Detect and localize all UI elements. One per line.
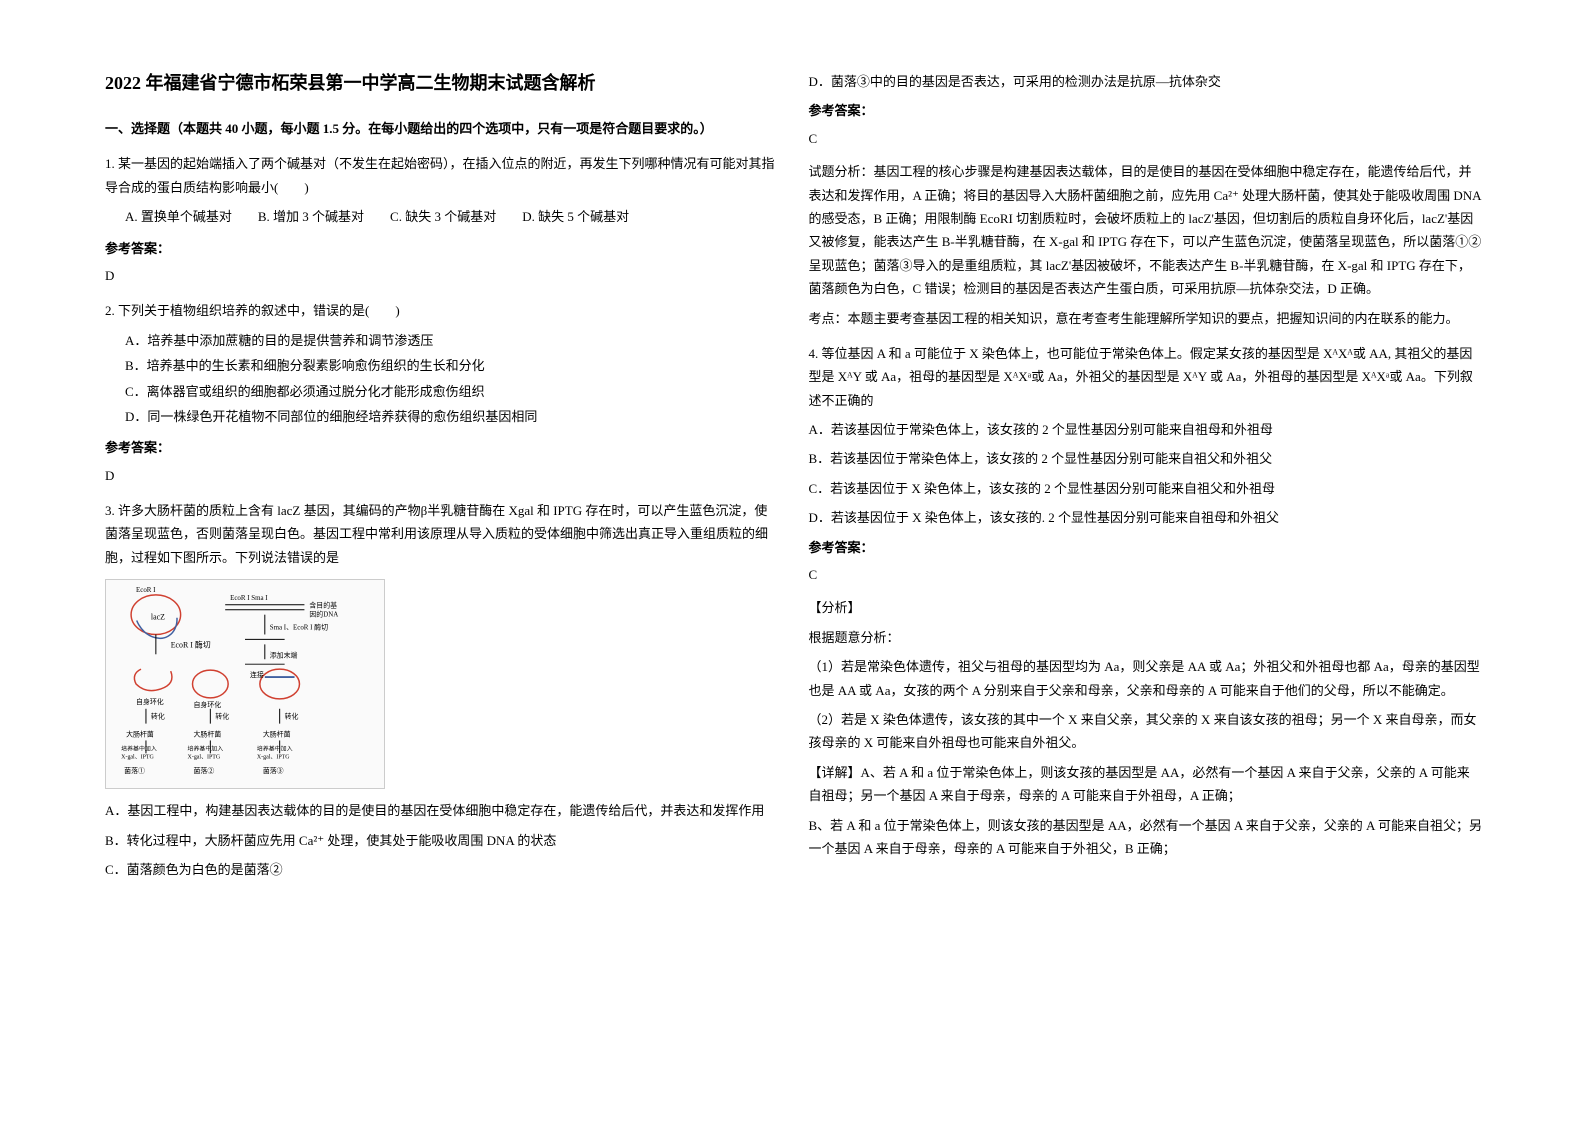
diagram-medium1-label: 培养基中加入 bbox=[121, 745, 157, 753]
diagram-transform3-label: 转化 bbox=[285, 712, 299, 721]
q4-answer: C bbox=[809, 563, 1483, 586]
q4-xiangjie1: A、若 A 和 a 位于常染色体上，则该女孩的基因型是 AA，必然有一个基因 A… bbox=[809, 765, 1470, 803]
q2-opt-a: A．培养基中添加蔗糖的目的是提供营养和调节渗透压 bbox=[125, 329, 779, 352]
q4-fenxi1: （1）若是常染色体遗传，祖父与祖母的基因型均为 Aa，则父亲是 AA 或 Aa；… bbox=[809, 655, 1483, 702]
q3-opt-d: D．菌落③中的目的基因是否表达，可采用的检测办法是抗原—抗体杂交 bbox=[809, 70, 1483, 93]
diagram-selfcirc1-label: 自身环化 bbox=[136, 697, 164, 706]
diagram-ligate-label: 连接 bbox=[250, 670, 264, 679]
diagram-add-label: 添加末端 bbox=[270, 651, 298, 660]
q4-xiangjie-label: 【详解】 bbox=[809, 765, 861, 780]
diagram-transform2-label: 转化 bbox=[215, 712, 229, 721]
question-1: 1. 某一基因的起始端插入了两个碱基对（不发生在起始密码），在插入位点的附近，再… bbox=[105, 152, 779, 287]
question-4: 4. 等位基因 A 和 a 可能位于 X 染色体上，也可能位于常染色体上。假定某… bbox=[809, 342, 1483, 860]
q4-xiangjie2: B、若 A 和 a 位于常染色体上，则该女孩的基因型是 AA，必然有一个基因 A… bbox=[809, 814, 1483, 861]
diagram-ecoli3-label: 大肠杆菌 bbox=[263, 730, 291, 739]
q3-kaodian-text: 本题主要考查基因工程的相关知识，意在考查考生能理解所学知识的要点，把握知识间的内… bbox=[848, 311, 1459, 326]
q1-answer: D bbox=[105, 264, 779, 287]
q3-analysis: 试题分析：基因工程的核心步骤是构建基因表达载体，目的是使目的基因在受体细胞中稳定… bbox=[809, 160, 1483, 300]
q3-diagram: lacZ EcoR I EcoR I Sma I 含目的基 因的DNA EcoR… bbox=[105, 579, 385, 789]
diagram-ecori-label: EcoR I bbox=[136, 587, 156, 594]
q3-analysis-text: 基因工程的核心步骤是构建基因表达载体，目的是使目的基因在受体细胞中稳定存在，能遗… bbox=[809, 164, 1482, 296]
q4-fenxi-sub: 根据题意分析： bbox=[809, 626, 1483, 649]
q4-answer-header: 参考答案： bbox=[809, 536, 1483, 559]
diagram-transform1-label: 转化 bbox=[151, 712, 165, 721]
q3-answer: C bbox=[809, 127, 1483, 150]
q3-text: 3. 许多大肠杆菌的质粒上含有 lacZ 基因，其编码的产物β半乳糖苷酶在 Xg… bbox=[105, 499, 779, 569]
question-2: 2. 下列关于植物组织培养的叙述中，错误的是( ) A．培养基中添加蔗糖的目的是… bbox=[105, 299, 779, 487]
q1-options: A. 置换单个碱基对 B. 增加 3 个碱基对 C. 缺失 3 个碱基对 D. … bbox=[125, 205, 779, 228]
diagram-medium2b-label: X-gal、IPTG bbox=[188, 755, 221, 761]
q4-opt-b: B．若该基因位于常染色体上，该女孩的 2 个显性基因分别可能来自祖父和外祖父 bbox=[809, 447, 1483, 470]
q1-text: 1. 某一基因的起始端插入了两个碱基对（不发生在起始密码），在插入位点的附近，再… bbox=[105, 152, 779, 199]
q4-fenxi2: （2）若是 X 染色体遗传，该女孩的其中一个 X 来自父亲，其父亲的 X 来自该… bbox=[809, 708, 1483, 755]
q4-opt-a: A．若该基因位于常染色体上，该女孩的 2 个显性基因分别可能来自祖母和外祖母 bbox=[809, 418, 1483, 441]
q4-opt-c: C．若该基因位于 X 染色体上，该女孩的 2 个显性基因分别可能来自祖父和外祖母 bbox=[809, 477, 1483, 500]
diagram-lacz-label: lacZ bbox=[151, 613, 165, 622]
q2-opt-c: C．离体器官或组织的细胞都必须通过脱分化才能形成愈伤组织 bbox=[125, 380, 779, 403]
diagram-ecoli2-label: 大肠杆菌 bbox=[193, 730, 221, 739]
q2-opt-d: D．同一株绿色开花植物不同部位的细胞经培养获得的愈伤组织基因相同 bbox=[125, 405, 779, 428]
diagram-medium1b-label: X-gal、IPTG bbox=[121, 755, 154, 761]
q3-kaodian: 考点：本题主要考查基因工程的相关知识，意在考查考生能理解所学知识的要点，把握知识… bbox=[809, 307, 1483, 330]
q3-opt-a: A．基因工程中，构建基因表达载体的目的是使目的基因在受体细胞中稳定存在，能遗传给… bbox=[105, 799, 779, 822]
q2-answer: D bbox=[105, 464, 779, 487]
q3-answer-header: 参考答案： bbox=[809, 99, 1483, 122]
q3-analysis-label: 试题分析： bbox=[809, 164, 874, 179]
diagram-medium3b-label: X-gal、IPTG bbox=[257, 755, 290, 761]
q1-answer-header: 参考答案： bbox=[105, 237, 779, 260]
q4-fenxi-label: 【分析】 bbox=[809, 596, 1483, 619]
diagram-sma-label: Sma I、EcoR I 酶切 bbox=[270, 623, 328, 632]
q4-opt-d: D．若该基因位于 X 染色体上，该女孩的. 2 个显性基因分别可能来自祖母和外祖… bbox=[809, 506, 1483, 529]
diagram-target-label: 含目的基 bbox=[309, 601, 337, 610]
q4-xiangjie: 【详解】A、若 A 和 a 位于常染色体上，则该女孩的基因型是 AA，必然有一个… bbox=[809, 761, 1483, 808]
diagram-digest-label: EcoR I 酶切 bbox=[171, 640, 211, 650]
q3-opt-b: B．转化过程中，大肠杆菌应先用 Ca²⁺ 处理，使其处于能吸收周围 DNA 的状… bbox=[105, 829, 779, 852]
diagram-colony2-label: 菌落② bbox=[193, 766, 214, 775]
diagram-selfcirc2-label: 自身环化 bbox=[193, 700, 221, 709]
q2-answer-header: 参考答案： bbox=[105, 436, 779, 459]
q2-opt-b: B．培养基中的生长素和细胞分裂素影响愈伤组织的生长和分化 bbox=[125, 354, 779, 377]
q3-kaodian-label: 考点： bbox=[809, 311, 848, 326]
diagram-target-label2: 因的DNA bbox=[309, 610, 338, 619]
q4-text: 4. 等位基因 A 和 a 可能位于 X 染色体上，也可能位于常染色体上。假定某… bbox=[809, 342, 1483, 412]
diagram-ecoli1-label: 大肠杆菌 bbox=[126, 730, 154, 739]
diagram-medium2-label: 培养基中加入 bbox=[188, 745, 224, 753]
diagram-medium3-label: 培养基中加入 bbox=[257, 745, 293, 753]
page-title: 2022 年福建省宁德市柘荣县第一中学高二生物期末试题含解析 bbox=[105, 70, 779, 97]
diagram-colony3-label: 菌落③ bbox=[263, 766, 284, 775]
section-one-header: 一、选择题（本题共 40 小题，每小题 1.5 分。在每小题给出的四个选项中，只… bbox=[105, 117, 779, 140]
q3-opt-c: C．菌落颜色为白色的是菌落② bbox=[105, 858, 779, 881]
q2-text: 2. 下列关于植物组织培养的叙述中，错误的是( ) bbox=[105, 299, 779, 322]
diagram-ecori2-label: EcoR I Sma I bbox=[230, 595, 268, 602]
question-3: 3. 许多大肠杆菌的质粒上含有 lacZ 基因，其编码的产物β半乳糖苷酶在 Xg… bbox=[105, 499, 779, 881]
diagram-colony1-label: 菌落① bbox=[124, 766, 145, 775]
